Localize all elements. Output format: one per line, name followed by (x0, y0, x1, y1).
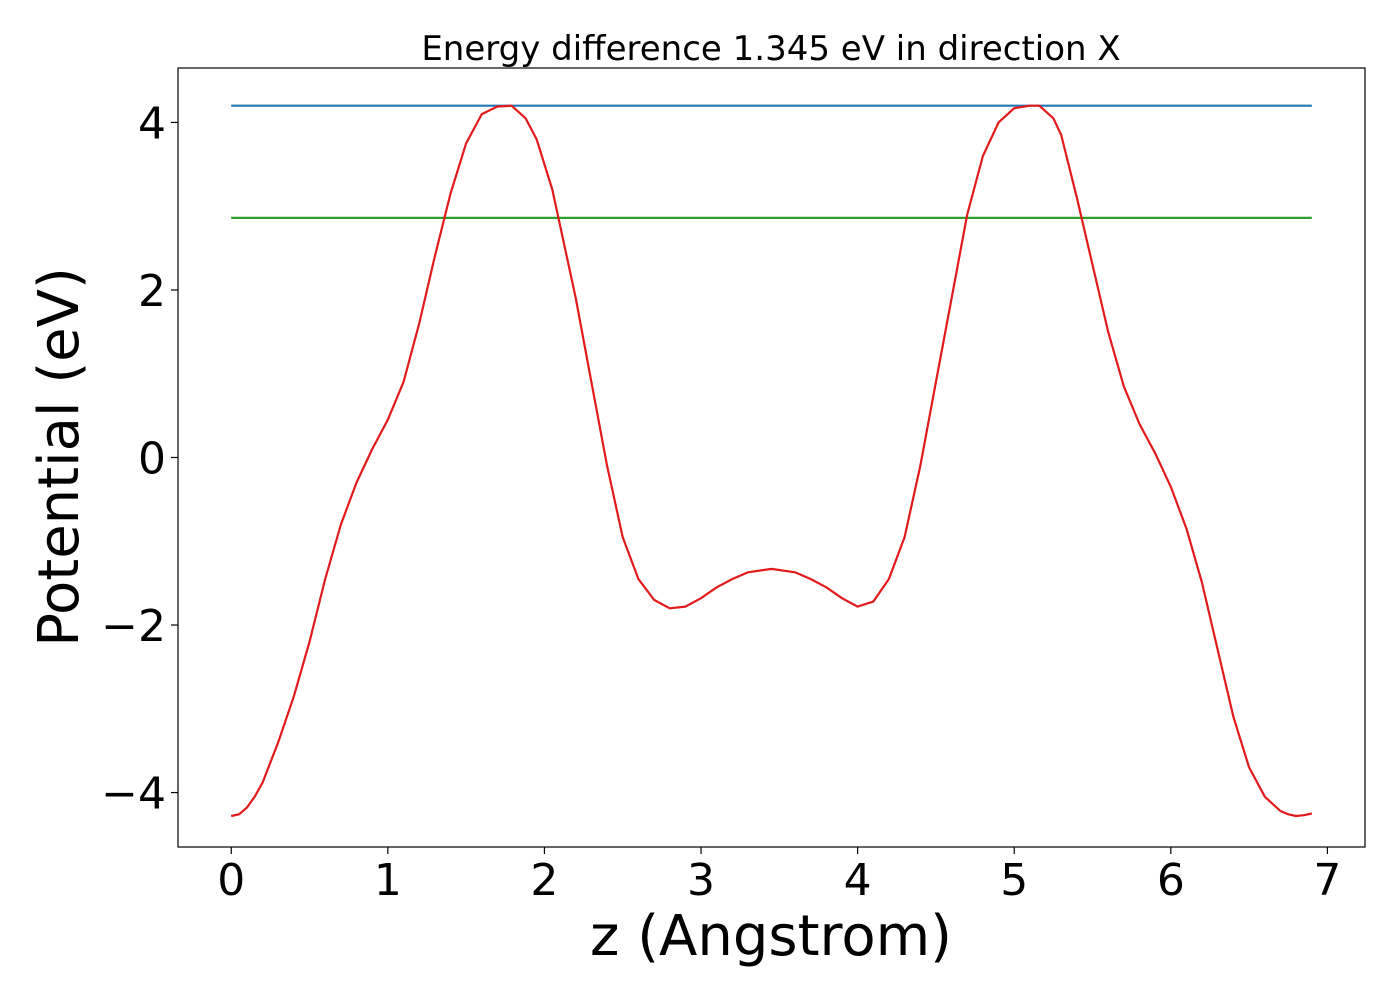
y-tick-label: 2 (138, 266, 166, 317)
y-tick-label: 4 (138, 98, 166, 149)
x-axis: 0 1 2 3 4 5 6 7 (217, 847, 1341, 906)
y-axis-title: Potential (eV) (27, 267, 92, 647)
x-tick-label: 3 (687, 855, 715, 906)
y-tick-label: −4 (101, 769, 166, 820)
y-axis: −4 −2 0 2 4 (101, 98, 178, 820)
x-tick-label: 7 (1313, 855, 1341, 906)
plot-frame (177, 67, 1366, 848)
x-tick-label: 0 (217, 855, 245, 906)
x-axis-title: z (Angstrom) (590, 904, 952, 969)
plot-area (230, 104, 1313, 818)
y-tick-label: −2 (101, 601, 166, 652)
y-tick-label: 0 (138, 434, 166, 485)
x-tick-label: 5 (1000, 855, 1028, 906)
x-tick-label: 6 (1157, 855, 1185, 906)
series-line-2 (230, 104, 1313, 818)
x-tick-label: 4 (844, 855, 872, 906)
x-tick-label: 2 (530, 855, 558, 906)
x-tick-label: 1 (374, 855, 402, 906)
chart-title: Energy difference 1.345 eV in direction … (421, 29, 1120, 69)
